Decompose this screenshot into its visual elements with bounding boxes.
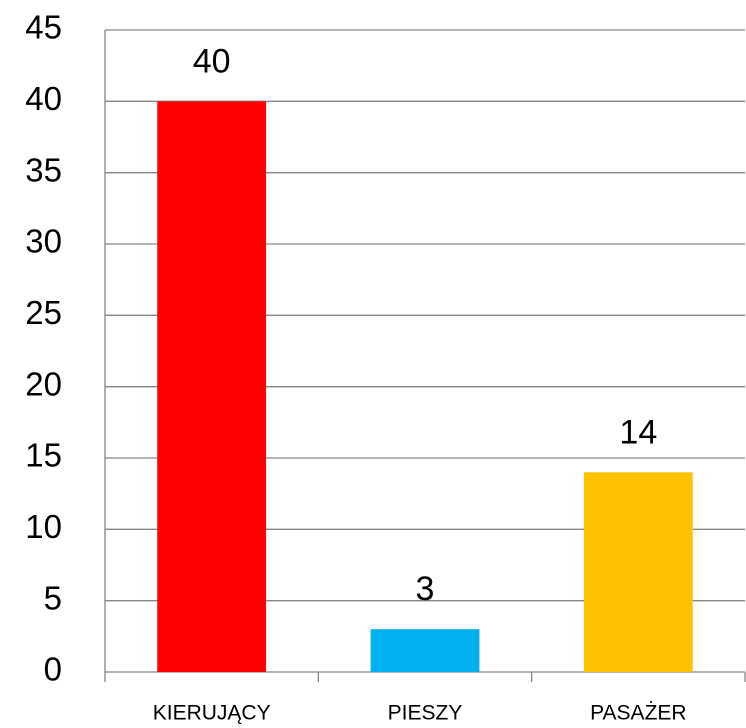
y-tick-label: 10: [25, 508, 62, 545]
data-label: 3: [416, 570, 435, 608]
y-tick-label: 45: [25, 9, 62, 46]
y-tick-label: 25: [25, 294, 62, 331]
x-tick-label: PASAŻER: [590, 702, 686, 725]
bar: [583, 472, 693, 672]
y-tick-label: 30: [25, 223, 62, 260]
y-tick-label: 40: [25, 80, 62, 117]
x-tick-label: KIERUJĄCY: [153, 702, 271, 725]
data-label: 14: [619, 413, 657, 451]
bar: [370, 629, 480, 672]
y-tick-label: 20: [25, 365, 62, 402]
data-label: 40: [193, 42, 231, 80]
y-tick-label: 15: [25, 437, 62, 474]
bar: [157, 101, 267, 673]
y-tick-label: 5: [44, 579, 62, 616]
y-tick-label: 0: [44, 651, 62, 688]
y-tick-label: 35: [25, 151, 62, 188]
x-tick-label: PIESZY: [388, 702, 463, 725]
